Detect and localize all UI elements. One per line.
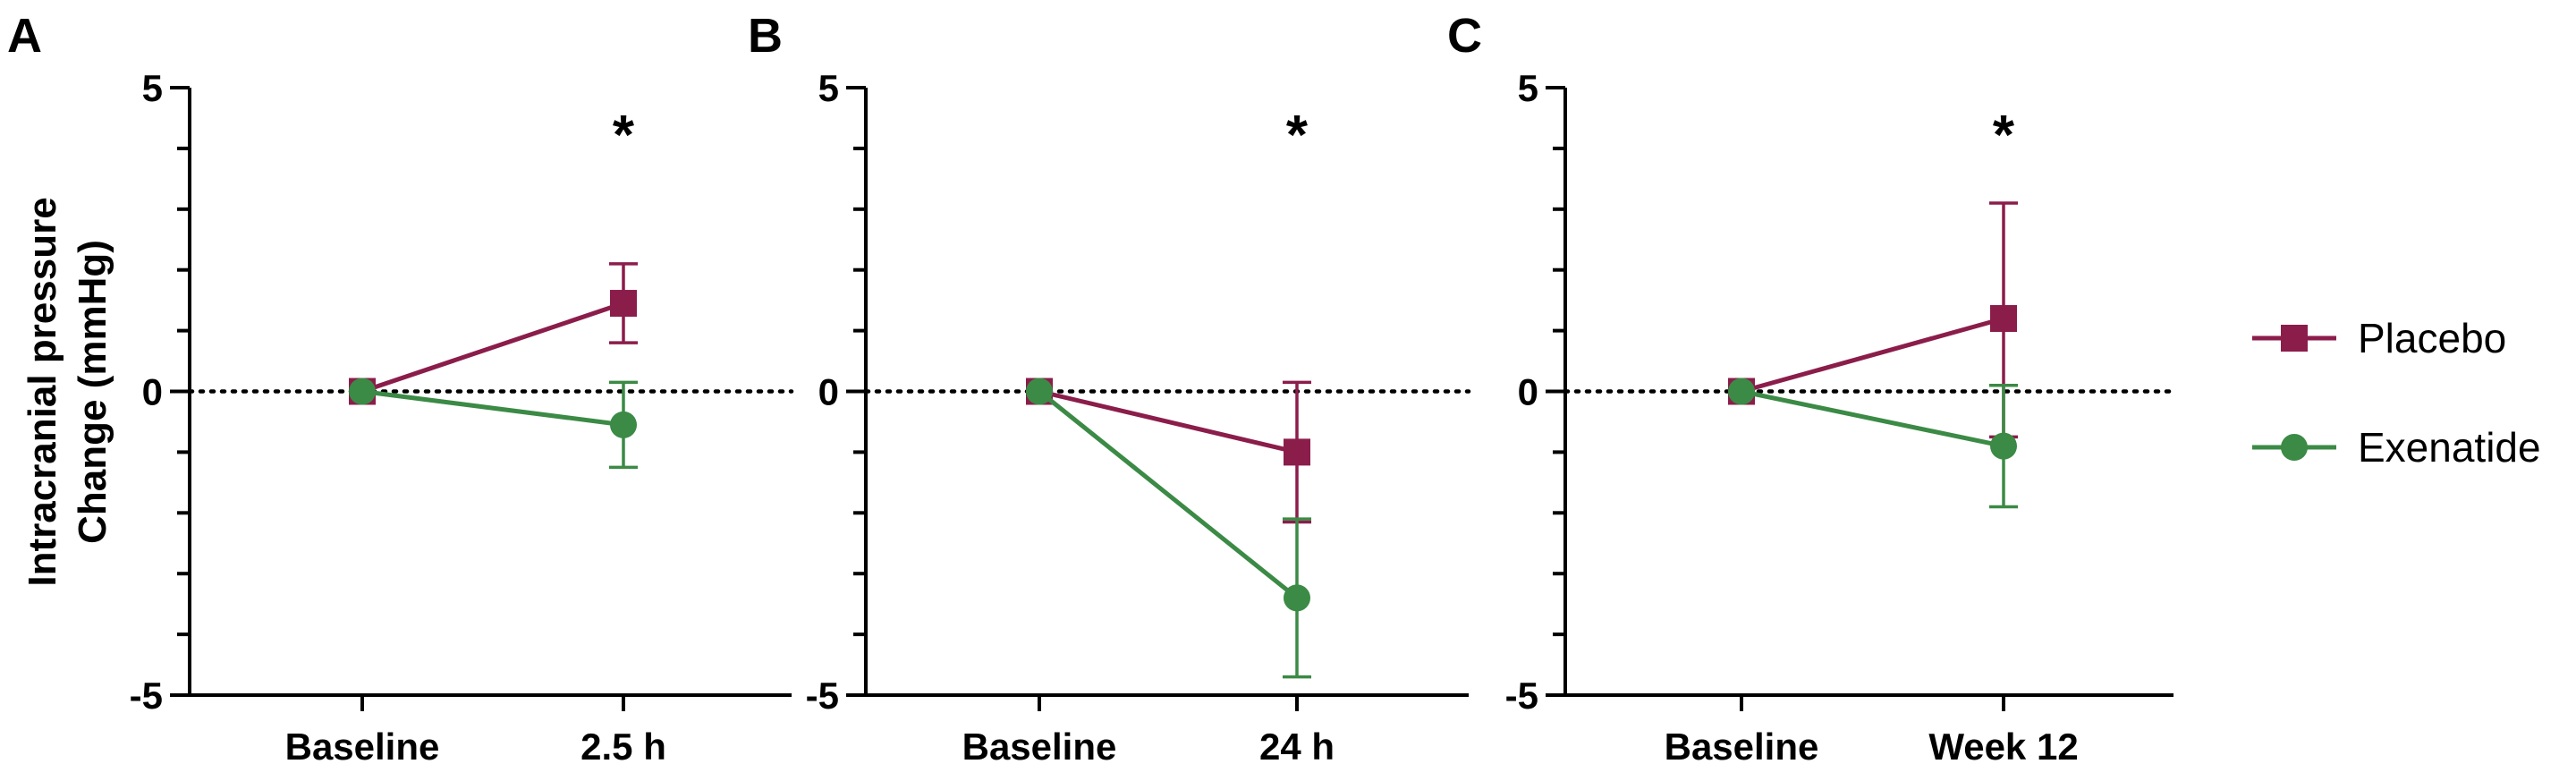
- series-line-exenatide: [1741, 389, 2004, 449]
- panel-letter: B: [748, 9, 783, 63]
- series-exenatide: [1026, 378, 1311, 679]
- x-tick-label: 24 h: [1259, 726, 1335, 768]
- series-line-placebo: [1741, 316, 2004, 394]
- y-tick-label: 5: [1518, 67, 1538, 109]
- y-tick-label: -5: [130, 675, 163, 717]
- data-point-placebo: [610, 290, 637, 318]
- y-tick-label: -5: [1505, 675, 1538, 717]
- x-tick-label: Baseline: [1665, 726, 1819, 768]
- panel-c: C5 0 -5 Baseline Week 12 *: [1447, 9, 2176, 768]
- data-point-exenatide: [1728, 378, 1755, 405]
- series-exenatide: [349, 378, 638, 470]
- data-point-exenatide: [1026, 378, 1053, 405]
- y-tick-label: 5: [818, 67, 839, 109]
- series-placebo: [1728, 201, 2018, 439]
- y-tick-label: 0: [1518, 371, 1538, 413]
- panel-letter: A: [7, 9, 42, 63]
- legend-circle-marker: [2281, 434, 2308, 461]
- panel-letter: C: [1447, 9, 1482, 63]
- y-axis-label-line2: Change (mmHg): [71, 240, 114, 544]
- legend: Placebo Exenatide: [2252, 315, 2541, 471]
- data-point-exenatide: [349, 378, 376, 405]
- data-point-placebo: [1990, 305, 2017, 333]
- series-placebo: [349, 262, 638, 405]
- significance-marker: *: [1993, 105, 2015, 166]
- series-placebo: [1026, 378, 1311, 524]
- series-line-placebo: [1038, 389, 1298, 454]
- panel-a: A 5 0 -5 Baseline 2.5 h *: [7, 9, 794, 768]
- data-point-exenatide: [1990, 432, 2017, 460]
- legend-item-placebo: Placebo: [2252, 315, 2506, 361]
- data-point-exenatide: [610, 411, 637, 438]
- y-tick-label: -5: [806, 675, 839, 717]
- x-tick-label: Baseline: [285, 726, 440, 768]
- y-axis-label-line1: Intracranial pressure: [21, 197, 64, 586]
- x-tick-label: Week 12: [1928, 726, 2078, 768]
- legend-square-marker: [2281, 325, 2308, 352]
- y-tick-label: 0: [818, 371, 839, 413]
- significance-marker: *: [613, 105, 635, 166]
- x-tick-label: Baseline: [962, 726, 1117, 768]
- series-exenatide: [1728, 378, 2018, 509]
- y-tick-label: 0: [142, 371, 163, 413]
- legend-label-placebo: Placebo: [2358, 315, 2506, 361]
- significance-marker: *: [1286, 105, 1309, 166]
- series-line-exenatide: [361, 389, 624, 428]
- y-tick-label: 5: [142, 67, 163, 109]
- data-point-exenatide: [1284, 584, 1310, 612]
- legend-item-exenatide: Exenatide: [2252, 424, 2541, 471]
- data-point-placebo: [1284, 438, 1310, 466]
- legend-label-exenatide: Exenatide: [2358, 424, 2541, 471]
- series-line-exenatide: [1038, 389, 1299, 600]
- series-line-placebo: [361, 301, 624, 394]
- x-tick-label: 2.5 h: [580, 726, 666, 768]
- panel-b: B5 0 -5 Baseline 24 h *: [748, 9, 1471, 768]
